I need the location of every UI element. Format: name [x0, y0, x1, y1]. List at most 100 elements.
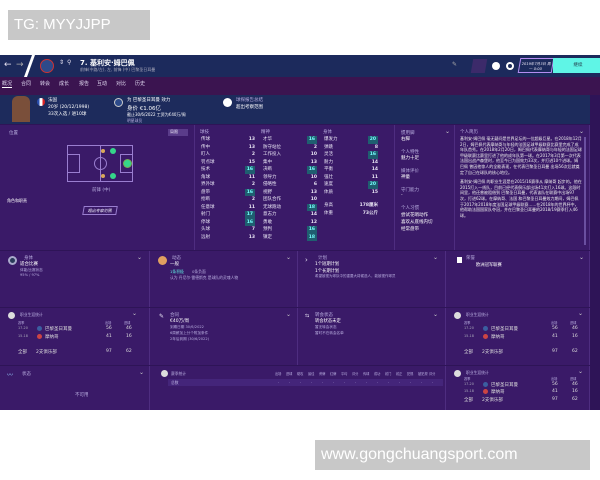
morale-icon [158, 256, 167, 265]
physical-title: 身体 [323, 130, 332, 135]
contract-line: 2年后到期 (30/6/2022) [170, 337, 210, 341]
attribute-name: 射门 [201, 212, 210, 217]
tab-history[interactable]: 历史 [135, 81, 146, 87]
season-col-header[interactable]: 射门 [385, 372, 392, 376]
short-plan: 1个短期计划 [315, 262, 340, 267]
career-header: 出场 [105, 321, 112, 325]
tab-transfer[interactable]: 转会 [40, 81, 51, 87]
chevron-down-icon[interactable]: ⌄ [132, 310, 138, 317]
chevron-down-icon[interactable]: ⌄ [579, 128, 585, 135]
season-col-value: - [388, 380, 390, 384]
attribute-value: 15 [248, 159, 255, 165]
edit-icon[interactable]: ✎ [452, 61, 458, 68]
position-title[interactable]: 位置 [9, 131, 18, 136]
attribute-value: 16 [306, 226, 317, 234]
chevron-down-icon[interactable]: ⌄ [286, 311, 292, 318]
attribute-name: 防守站位 [263, 144, 281, 150]
shield-icon[interactable] [470, 59, 488, 73]
career-club[interactable]: 巴黎圣日耳曼 [491, 383, 518, 388]
season-col-header[interactable]: 评分 [352, 372, 359, 376]
career-title[interactable]: 职业生涯统计 [466, 370, 489, 375]
season-title[interactable]: 赛季统计 [171, 371, 187, 376]
bio-title[interactable]: 个人简历 [460, 130, 478, 135]
season-col-header[interactable]: 出场 [275, 372, 282, 376]
gear-icon[interactable] [506, 62, 514, 70]
chevron-down-icon[interactable]: ⌄ [139, 369, 145, 376]
attribute-row: 盯人 2 [197, 151, 257, 159]
habits-label: 个人习惯 [401, 206, 419, 211]
attribute-row: 远射 13 [197, 234, 257, 242]
season-col-header[interactable]: 被犯规 [418, 372, 428, 376]
chevron-down-icon[interactable]: ⌄ [433, 311, 439, 318]
career-club[interactable]: 巴黎圣日耳曼 [45, 327, 72, 332]
chevron-down-icon[interactable]: ⌄ [286, 254, 292, 261]
chevron-down-icon[interactable]: ⌄ [578, 310, 584, 317]
player-photo [12, 96, 30, 122]
season-col-header[interactable]: 评分 [429, 372, 436, 376]
form-title[interactable]: 状态 [22, 372, 31, 377]
season-col-header[interactable]: 犯规 [407, 372, 414, 376]
career-club[interactable]: 摩纳哥 [491, 390, 505, 395]
season-col-header[interactable]: 进球 [286, 372, 293, 376]
attribute-name: 盘带 [201, 189, 210, 195]
chevron-down-icon[interactable]: ⌄ [433, 254, 439, 261]
season-col-header[interactable]: 传球 [363, 372, 370, 376]
career-club[interactable]: 摩纳哥 [45, 335, 59, 340]
attribute-value: 11 [248, 174, 255, 180]
tab-compare[interactable]: 对比 [116, 81, 127, 87]
tab-reports[interactable]: 报告 [79, 81, 90, 87]
help-icon[interactable] [492, 62, 500, 70]
season-col-header[interactable]: 红牌 [330, 372, 337, 376]
season-col-header[interactable]: 最佳 [308, 372, 315, 376]
position-dropdown[interactable]: 局限 [168, 129, 188, 136]
career-title[interactable]: 职业生涯统计 [20, 312, 43, 317]
season-col-header[interactable]: 助攻 [297, 372, 304, 376]
chevron-down-icon[interactable]: ⌄ [445, 128, 451, 135]
season-col-header[interactable]: 平均 [341, 372, 348, 376]
scrollbar[interactable] [584, 137, 586, 245]
career-title[interactable]: 职业生涯统计 [466, 312, 489, 317]
continue-button[interactable]: 继续 [553, 58, 600, 73]
career-club[interactable]: 巴黎圣日耳曼 [491, 327, 518, 332]
tab-interaction[interactable]: 互动 [97, 81, 108, 87]
club-badge-icon [483, 389, 488, 394]
career-season: 15-18 [464, 389, 474, 393]
forward-icon[interactable]: → [16, 60, 24, 70]
morale-negative[interactable]: 0条负面 [192, 269, 206, 274]
club-badge-icon [483, 334, 488, 339]
season-col-header[interactable]: 射正 [396, 372, 403, 376]
career-goals: 46 [572, 326, 578, 331]
attribute-value: 18 [306, 203, 317, 211]
trophy-icon [457, 257, 462, 263]
attribute-name: 视野 [263, 189, 272, 195]
contract-title[interactable]: 合同 [170, 313, 179, 318]
season-col-header[interactable]: 成功 [374, 372, 381, 376]
up-down-icon[interactable]: ⇕ [59, 59, 65, 66]
long-plan: 1个长期计划 [315, 269, 340, 274]
tab-contract[interactable]: 合同 [21, 81, 32, 87]
tab-development[interactable]: 成长 [59, 81, 70, 87]
attribute-name: 罚点球 [201, 159, 215, 165]
search-icon[interactable]: ⚲ [67, 59, 72, 66]
transfer-icon: ⇆ [305, 313, 310, 319]
chevron-down-icon[interactable]: ⌄ [578, 368, 584, 375]
traits-panel: 惯用脚 右脚 个人特性 魅力十足 媒体评价 神童 守门能力 - 个人习惯 尝试花… [395, 125, 455, 250]
season-col-header[interactable]: 黄牌 [319, 372, 326, 376]
club-label[interactable]: 为 巴黎圣日耳曼 效力 [127, 98, 171, 103]
chevron-down-icon[interactable]: ⌄ [579, 254, 585, 261]
chevron-down-icon[interactable]: ⌄ [137, 254, 143, 261]
out-of-range-button[interactable]: 超出考察范围 [82, 206, 118, 215]
back-icon[interactable]: ← [4, 60, 12, 70]
attribute-name: 集中 [263, 159, 272, 165]
honours-card: 荣誉 欧洲冠军联赛 ⌄ [446, 251, 590, 307]
morale-positive[interactable]: 1条积极 [170, 269, 184, 274]
transfer-title[interactable]: 转会状态 [315, 313, 333, 318]
attribute-value: 13 [310, 189, 317, 195]
morale-title[interactable]: 动态 [172, 256, 181, 261]
caps[interactable]: 33次入选 / 进10球 [48, 112, 87, 117]
tab-overview[interactable]: 概况 [2, 81, 13, 88]
career-club[interactable]: 摩纳哥 [491, 335, 505, 340]
club-crest-icon[interactable] [40, 59, 54, 73]
season-col-value: - [344, 380, 346, 384]
plans-title[interactable]: 计划 [318, 256, 327, 261]
